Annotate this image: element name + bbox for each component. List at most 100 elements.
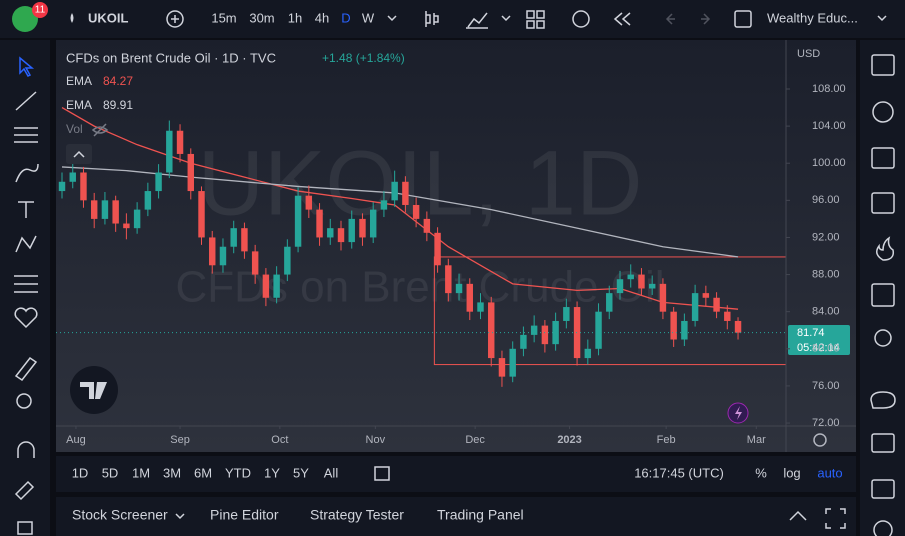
- chart-type[interactable]: [425, 11, 439, 27]
- indicator-name[interactable]: EMA: [66, 74, 92, 88]
- price-label: 72.00: [812, 417, 840, 429]
- avatar[interactable]: [12, 6, 38, 32]
- range-button[interactable]: 1D: [72, 465, 89, 480]
- candle-body: [198, 191, 205, 238]
- maximize-panel[interactable]: [825, 508, 846, 529]
- date-range-icon[interactable]: [374, 466, 390, 481]
- candle-body: [187, 153, 194, 192]
- account-name[interactable]: Wealthy Educ...: [767, 10, 858, 25]
- candle-body: [316, 209, 323, 238]
- favorites[interactable]: [14, 307, 38, 329]
- percent-toggle[interactable]: %: [755, 465, 767, 480]
- range-button[interactable]: 5Y: [293, 465, 309, 480]
- cursor-tool[interactable]: [19, 56, 35, 77]
- watermark-description: CFDs on Brent Crude Oil: [175, 263, 664, 312]
- range-button[interactable]: 3M: [163, 465, 181, 480]
- range-button[interactable]: 6M: [194, 465, 212, 480]
- price-label: 84.00: [812, 306, 840, 318]
- volume-label[interactable]: Vol: [66, 122, 83, 136]
- alert[interactable]: [572, 10, 590, 28]
- legend-title: CFDs on Brent Crude Oil · 1D · TVC: [66, 50, 276, 65]
- zoom[interactable]: [16, 393, 32, 409]
- time-label: 2023: [557, 434, 581, 446]
- candle-body: [724, 311, 731, 321]
- candle-body: [681, 320, 688, 340]
- range-button[interactable]: 1Y: [264, 465, 280, 480]
- dropdown[interactable]: [501, 15, 511, 22]
- redo[interactable]: [701, 13, 711, 25]
- chat[interactable]: [870, 391, 896, 409]
- data-window[interactable]: [871, 192, 895, 214]
- magnet[interactable]: [17, 441, 35, 458]
- panel-tab[interactable]: Strategy Tester: [310, 507, 404, 523]
- streams[interactable]: [871, 433, 895, 453]
- candle-body: [423, 218, 431, 233]
- lock[interactable]: [17, 521, 33, 535]
- ruler[interactable]: [14, 356, 38, 382]
- news[interactable]: [871, 147, 895, 169]
- prediction-tool[interactable]: [14, 275, 38, 293]
- range-button[interactable]: 5D: [102, 465, 119, 480]
- candle-body: [530, 325, 538, 335]
- range-button[interactable]: All: [324, 465, 339, 480]
- collapse-button[interactable]: [66, 144, 92, 164]
- range-button[interactable]: YTD: [225, 465, 251, 480]
- countdown: 05:42:14: [797, 342, 840, 354]
- help[interactable]: [873, 520, 893, 536]
- undo[interactable]: [665, 13, 675, 25]
- candle-body: [166, 130, 173, 173]
- panel-tab[interactable]: Pine Editor: [210, 507, 279, 523]
- auto-toggle[interactable]: auto: [817, 465, 842, 480]
- clock[interactable]: 16:17:45 (UTC): [634, 465, 724, 480]
- range-button[interactable]: 1M: [132, 465, 150, 480]
- interval[interactable]: 30m: [249, 10, 274, 25]
- text-tool[interactable]: [18, 201, 34, 218]
- candle-body: [584, 348, 592, 359]
- indicator-name[interactable]: EMA: [66, 98, 92, 112]
- panel-tab[interactable]: Trading Panel: [437, 507, 524, 523]
- interval[interactable]: 15m: [211, 10, 236, 25]
- panel-tab[interactable]: Stock Screener: [72, 507, 168, 523]
- account-dropdown[interactable]: [877, 15, 887, 22]
- add-symbol[interactable]: [166, 10, 184, 28]
- layout[interactable]: [526, 10, 535, 19]
- screener-dropdown[interactable]: [175, 513, 185, 520]
- alerts[interactable]: [872, 101, 894, 123]
- interval[interactable]: W: [362, 10, 375, 25]
- indicators[interactable]: [466, 12, 488, 29]
- checkbox[interactable]: [734, 10, 752, 28]
- interval-dropdown[interactable]: [387, 15, 397, 22]
- candle-body: [412, 204, 420, 219]
- messages[interactable]: [871, 479, 895, 499]
- pattern-tool[interactable]: [15, 235, 37, 253]
- time-label: Mar: [747, 434, 766, 446]
- candle-body: [284, 246, 291, 275]
- hotlists[interactable]: [876, 236, 895, 261]
- replay[interactable]: [613, 12, 631, 26]
- fib-tool[interactable]: [14, 127, 38, 143]
- notification-badge: [32, 2, 48, 18]
- ideas[interactable]: [874, 329, 892, 347]
- settings[interactable]: [813, 433, 827, 447]
- interval[interactable]: 4h: [315, 10, 329, 25]
- interval[interactable]: D: [341, 10, 350, 25]
- price-label: 104.00: [812, 120, 846, 132]
- interval[interactable]: 1h: [288, 10, 302, 25]
- calendar[interactable]: [871, 283, 895, 307]
- ema-line: [61, 106, 739, 310]
- brush-tool[interactable]: [15, 163, 39, 183]
- collapse-panel[interactable]: [789, 510, 807, 521]
- currency[interactable]: USD: [797, 48, 820, 60]
- symbol[interactable]: UKOIL: [88, 10, 129, 25]
- candle-body: [369, 209, 377, 238]
- watchlist[interactable]: [871, 54, 895, 76]
- indicator-value: 84.27: [103, 74, 133, 88]
- stay-drawing[interactable]: [14, 480, 35, 501]
- hidden-eye[interactable]: [91, 123, 109, 137]
- candle-body: [638, 274, 645, 289]
- log-toggle[interactable]: log: [783, 465, 800, 480]
- line-tool[interactable]: [15, 91, 37, 111]
- price-label: 92.00: [812, 231, 840, 243]
- watermark-symbol: UKOIL, 1D: [198, 132, 643, 234]
- candle-body: [606, 293, 613, 312]
